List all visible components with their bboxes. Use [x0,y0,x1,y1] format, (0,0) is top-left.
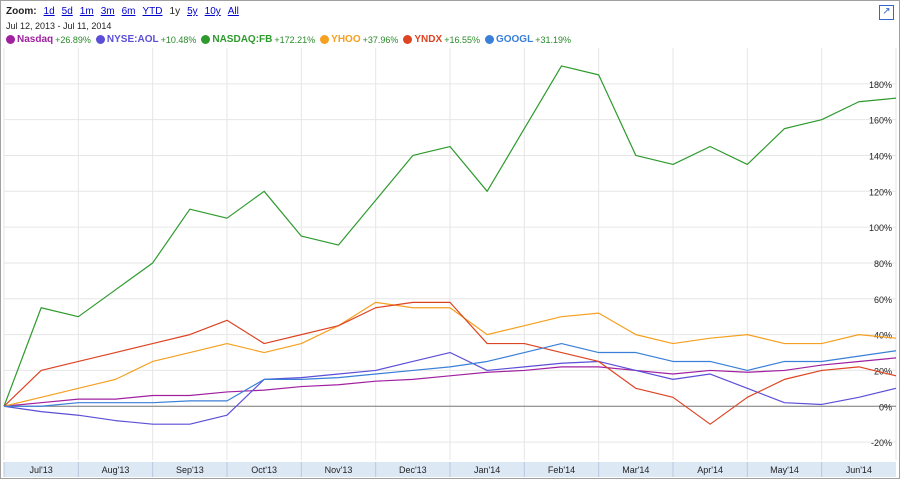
legend-name: NASDAQ:FB [212,34,273,45]
zoom-10y[interactable]: 10y [204,6,221,17]
series-line-nasdaqfb [3,65,897,407]
zoom-6m[interactable]: 6m [121,6,136,17]
x-tick-label: Feb'14 [548,465,575,475]
series-line-yndx [3,301,897,425]
legend-item-fb[interactable]: NASDAQ:FB +172.21% [201,34,315,45]
legend-dot [201,35,211,44]
y-tick-label: 180% [869,80,892,90]
series-line-yhoo [3,301,897,407]
legend-change: +37.96% [362,34,399,45]
y-tick-label: 60% [874,295,892,305]
y-tick-label: 80% [874,259,892,269]
y-tick-label: 0% [879,402,892,412]
x-tick-label: Oct'13 [251,465,277,475]
y-tick-label: 100% [869,223,892,233]
zoom-all[interactable]: All [227,6,239,17]
legend-change: +16.55% [444,34,480,45]
x-tick-label: Aug'13 [102,465,130,475]
legend-dot [484,35,494,44]
x-tick-label: Jun'14 [846,465,872,475]
x-tick-label: Jan'14 [474,465,500,475]
y-tick-label: 120% [869,187,892,197]
x-tick-label: Dec'13 [399,465,427,475]
legend-item-googl[interactable]: GOOGL +31.19% [484,34,571,45]
x-tick-label: Mar'14 [622,465,649,475]
legend-change: +26.89% [55,34,91,45]
zoom-1d[interactable]: 1d [43,6,55,17]
zoom-bar: Zoom: 1d 5d 1m 3m 6m YTD 1y 5y 10y All [6,6,239,17]
zoom-ytd[interactable]: YTD [142,6,163,17]
legend: Nasdaq +26.89% NYSE:AOL +10.48% NASDAQ:FB +… [6,34,571,45]
legend-change: +172.21% [274,34,316,45]
legend-dot [95,35,105,44]
legend-item-yhoo[interactable]: YHOO +37.96% [320,34,398,45]
x-tick-label: Jul'13 [30,465,53,475]
legend-dot [320,35,330,44]
legend-name: Nasdaq [17,34,54,45]
y-tick-label: -20% [871,438,892,448]
legend-dot [6,35,15,44]
zoom-1m[interactable]: 1m [79,6,94,17]
legend-item-nasdaq[interactable]: Nasdaq +26.89% [6,34,91,45]
series-line-googl [4,342,897,407]
series-line-nasdaq [3,357,897,407]
legend-item-yndx[interactable]: YNDX +16.55% [403,34,480,45]
legend-name: GOOGL [495,34,534,45]
y-tick-label: 160% [869,116,892,126]
zoom-label: Zoom: [6,6,37,17]
x-tick-label: Apr'14 [697,465,723,475]
y-tick-label: 20% [874,366,892,376]
y-tick-label: 40% [874,331,892,341]
x-tick-label: Nov'13 [325,465,353,475]
legend-change: +31.19% [535,34,571,45]
legend-dot [403,35,413,44]
y-tick-label: 140% [869,151,892,161]
legend-name: NYSE:AOL [106,34,159,45]
zoom-5d[interactable]: 5d [61,6,73,17]
legend-item-aol[interactable]: NYSE:AOL +10.48% [95,34,197,45]
legend-change: +10.48% [160,34,197,45]
series-line-nyseaol [3,351,897,425]
x-tick-label: Sep'13 [176,465,204,475]
date-range: Jul 12, 2013 - Jul 11, 2014 [6,21,112,31]
expand-icon[interactable]: ↗ [879,5,894,20]
x-tick-label: May'14 [770,465,799,475]
zoom-1y[interactable]: 1y [169,6,181,17]
legend-name: YHOO [331,34,361,45]
zoom-3m[interactable]: 3m [100,6,115,17]
zoom-5y[interactable]: 5y [187,6,198,17]
legend-name: YNDX [414,34,443,45]
